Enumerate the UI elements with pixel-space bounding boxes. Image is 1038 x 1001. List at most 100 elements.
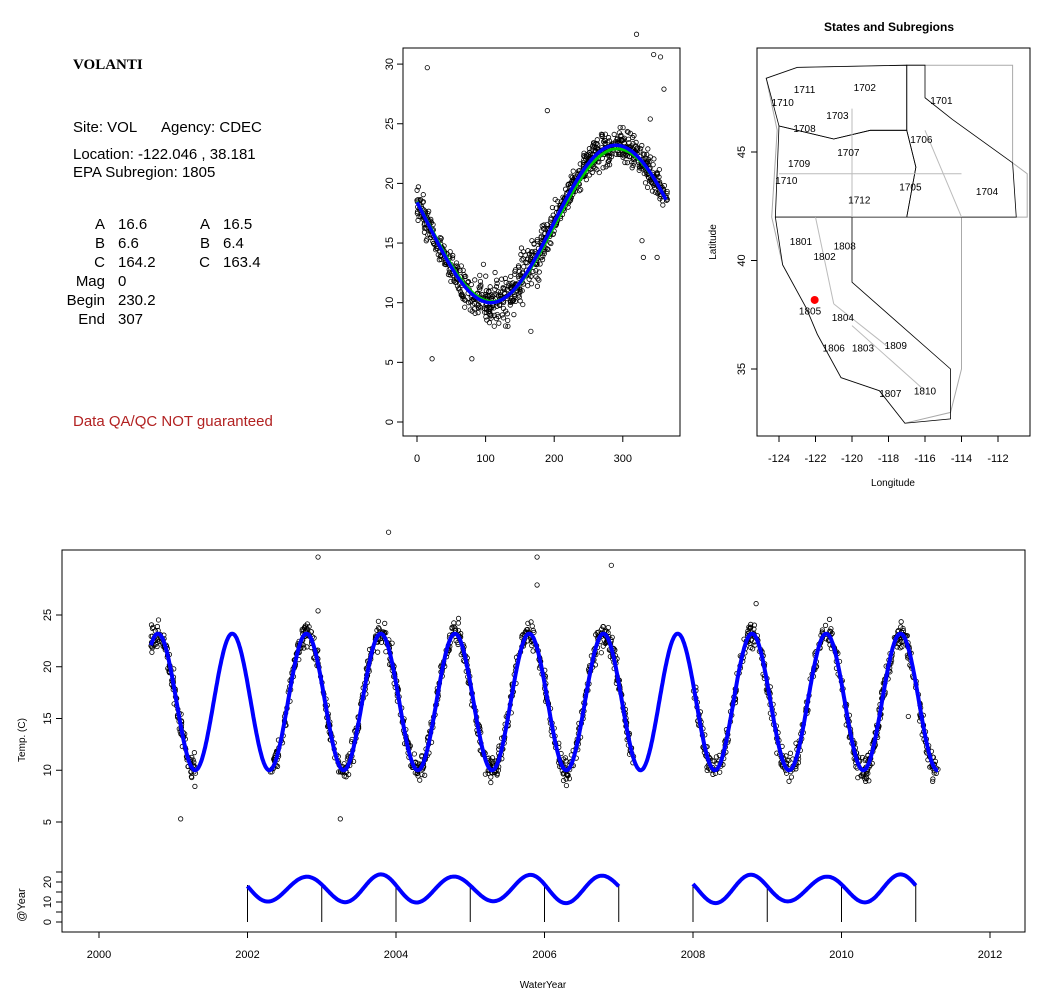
- right-param-label: A: [199, 216, 210, 233]
- data-point: [717, 769, 723, 775]
- subregion-label: 1709: [788, 159, 811, 170]
- data-point: [522, 252, 528, 258]
- y-tick-label: 15: [384, 237, 396, 249]
- subregion-label: 1711: [794, 85, 816, 96]
- data-point: [549, 204, 556, 211]
- data-point: [475, 304, 481, 311]
- data-point: [826, 616, 833, 622]
- subregion-boundary: [833, 303, 889, 348]
- subregion-label: 1805: [799, 306, 822, 317]
- data-point: [634, 147, 640, 153]
- right-param-value: 16.5: [223, 216, 253, 233]
- data-point: [498, 292, 504, 298]
- data-point: [664, 188, 670, 195]
- subregion-label: 1708: [793, 124, 816, 135]
- data-point: [519, 288, 525, 294]
- data-point: [642, 180, 649, 186]
- data-point: [525, 620, 531, 626]
- data-point: [647, 154, 654, 160]
- data-point: [536, 269, 542, 275]
- data-point: [828, 626, 834, 632]
- data-point: [528, 281, 535, 287]
- data-point: [745, 628, 751, 634]
- data-point: [374, 627, 380, 633]
- left-param-label: A: [94, 216, 105, 233]
- outlier-point: [178, 816, 184, 822]
- data-point: [710, 771, 716, 777]
- data-point: [599, 133, 605, 140]
- y-tick-label: 0: [384, 419, 396, 425]
- data-point: [931, 770, 937, 776]
- data-point: [301, 625, 307, 631]
- outlier-point: [657, 54, 664, 60]
- data-point: [424, 236, 430, 242]
- outlier-point: [534, 582, 540, 588]
- data-point: [646, 159, 652, 165]
- x-tick-label: 2012: [978, 949, 1002, 961]
- agency: Agency: CDEC: [161, 119, 262, 136]
- x-tick-label: 200: [545, 453, 563, 465]
- outlier-point: [633, 31, 640, 37]
- data-point: [472, 277, 478, 283]
- subregion-label: 1808: [834, 241, 857, 252]
- data-point: [304, 644, 310, 650]
- y-tick-label: 40: [736, 254, 748, 266]
- data-point: [493, 284, 500, 290]
- x-tick-label: 2010: [829, 949, 853, 961]
- subregion-label: 1803: [852, 343, 875, 354]
- data-point: [529, 238, 535, 244]
- y-tick-label: 20: [384, 177, 396, 189]
- data-point: [828, 629, 834, 635]
- data-point: [503, 279, 509, 286]
- data-point: [898, 624, 904, 630]
- data-point: [482, 292, 488, 298]
- subregion-label: 1801: [790, 237, 813, 248]
- left-param-label: B: [94, 235, 105, 252]
- left-param-value: 164.2: [118, 254, 156, 271]
- data-point: [598, 650, 604, 656]
- left-param-label: End: [78, 311, 105, 328]
- data-point: [492, 286, 498, 292]
- data-point: [864, 775, 870, 782]
- y-tick-label: 30: [384, 58, 396, 70]
- data-point: [462, 297, 468, 303]
- annual-curve: [245, 872, 621, 906]
- data-point: [664, 190, 670, 197]
- data-point: [192, 783, 198, 789]
- data-point: [596, 169, 602, 176]
- x-tick-label: 2006: [532, 949, 556, 961]
- y-tick-label: 25: [42, 609, 54, 621]
- data-point: [592, 165, 598, 171]
- data-point: [502, 323, 509, 329]
- data-point: [859, 754, 866, 761]
- data-point: [465, 279, 471, 285]
- data-point: [538, 228, 544, 234]
- data-point: [506, 280, 512, 287]
- data-point: [544, 221, 550, 228]
- data-point: [343, 774, 349, 780]
- data-point: [155, 617, 162, 623]
- data-point: [641, 151, 647, 157]
- data-point: [491, 292, 497, 298]
- data-point: [930, 778, 936, 784]
- data-point: [530, 268, 536, 275]
- data-point: [422, 772, 428, 778]
- data-point: [590, 140, 597, 146]
- outlier-point: [534, 554, 540, 560]
- data-point: [435, 252, 441, 258]
- data-point: [601, 139, 607, 145]
- y-tick-label: 10: [42, 764, 54, 776]
- data-point: [550, 212, 556, 218]
- data-point: [534, 237, 540, 243]
- data-point: [451, 620, 457, 626]
- data-point: [537, 261, 543, 267]
- data-point: [930, 776, 936, 782]
- outlier-point: [315, 554, 321, 560]
- data-point: [505, 317, 511, 324]
- epa-subregion: EPA Subregion: 1805: [73, 164, 216, 181]
- data-point: [529, 643, 535, 649]
- data-point: [603, 164, 609, 170]
- data-point: [450, 252, 456, 259]
- data-point: [862, 776, 868, 782]
